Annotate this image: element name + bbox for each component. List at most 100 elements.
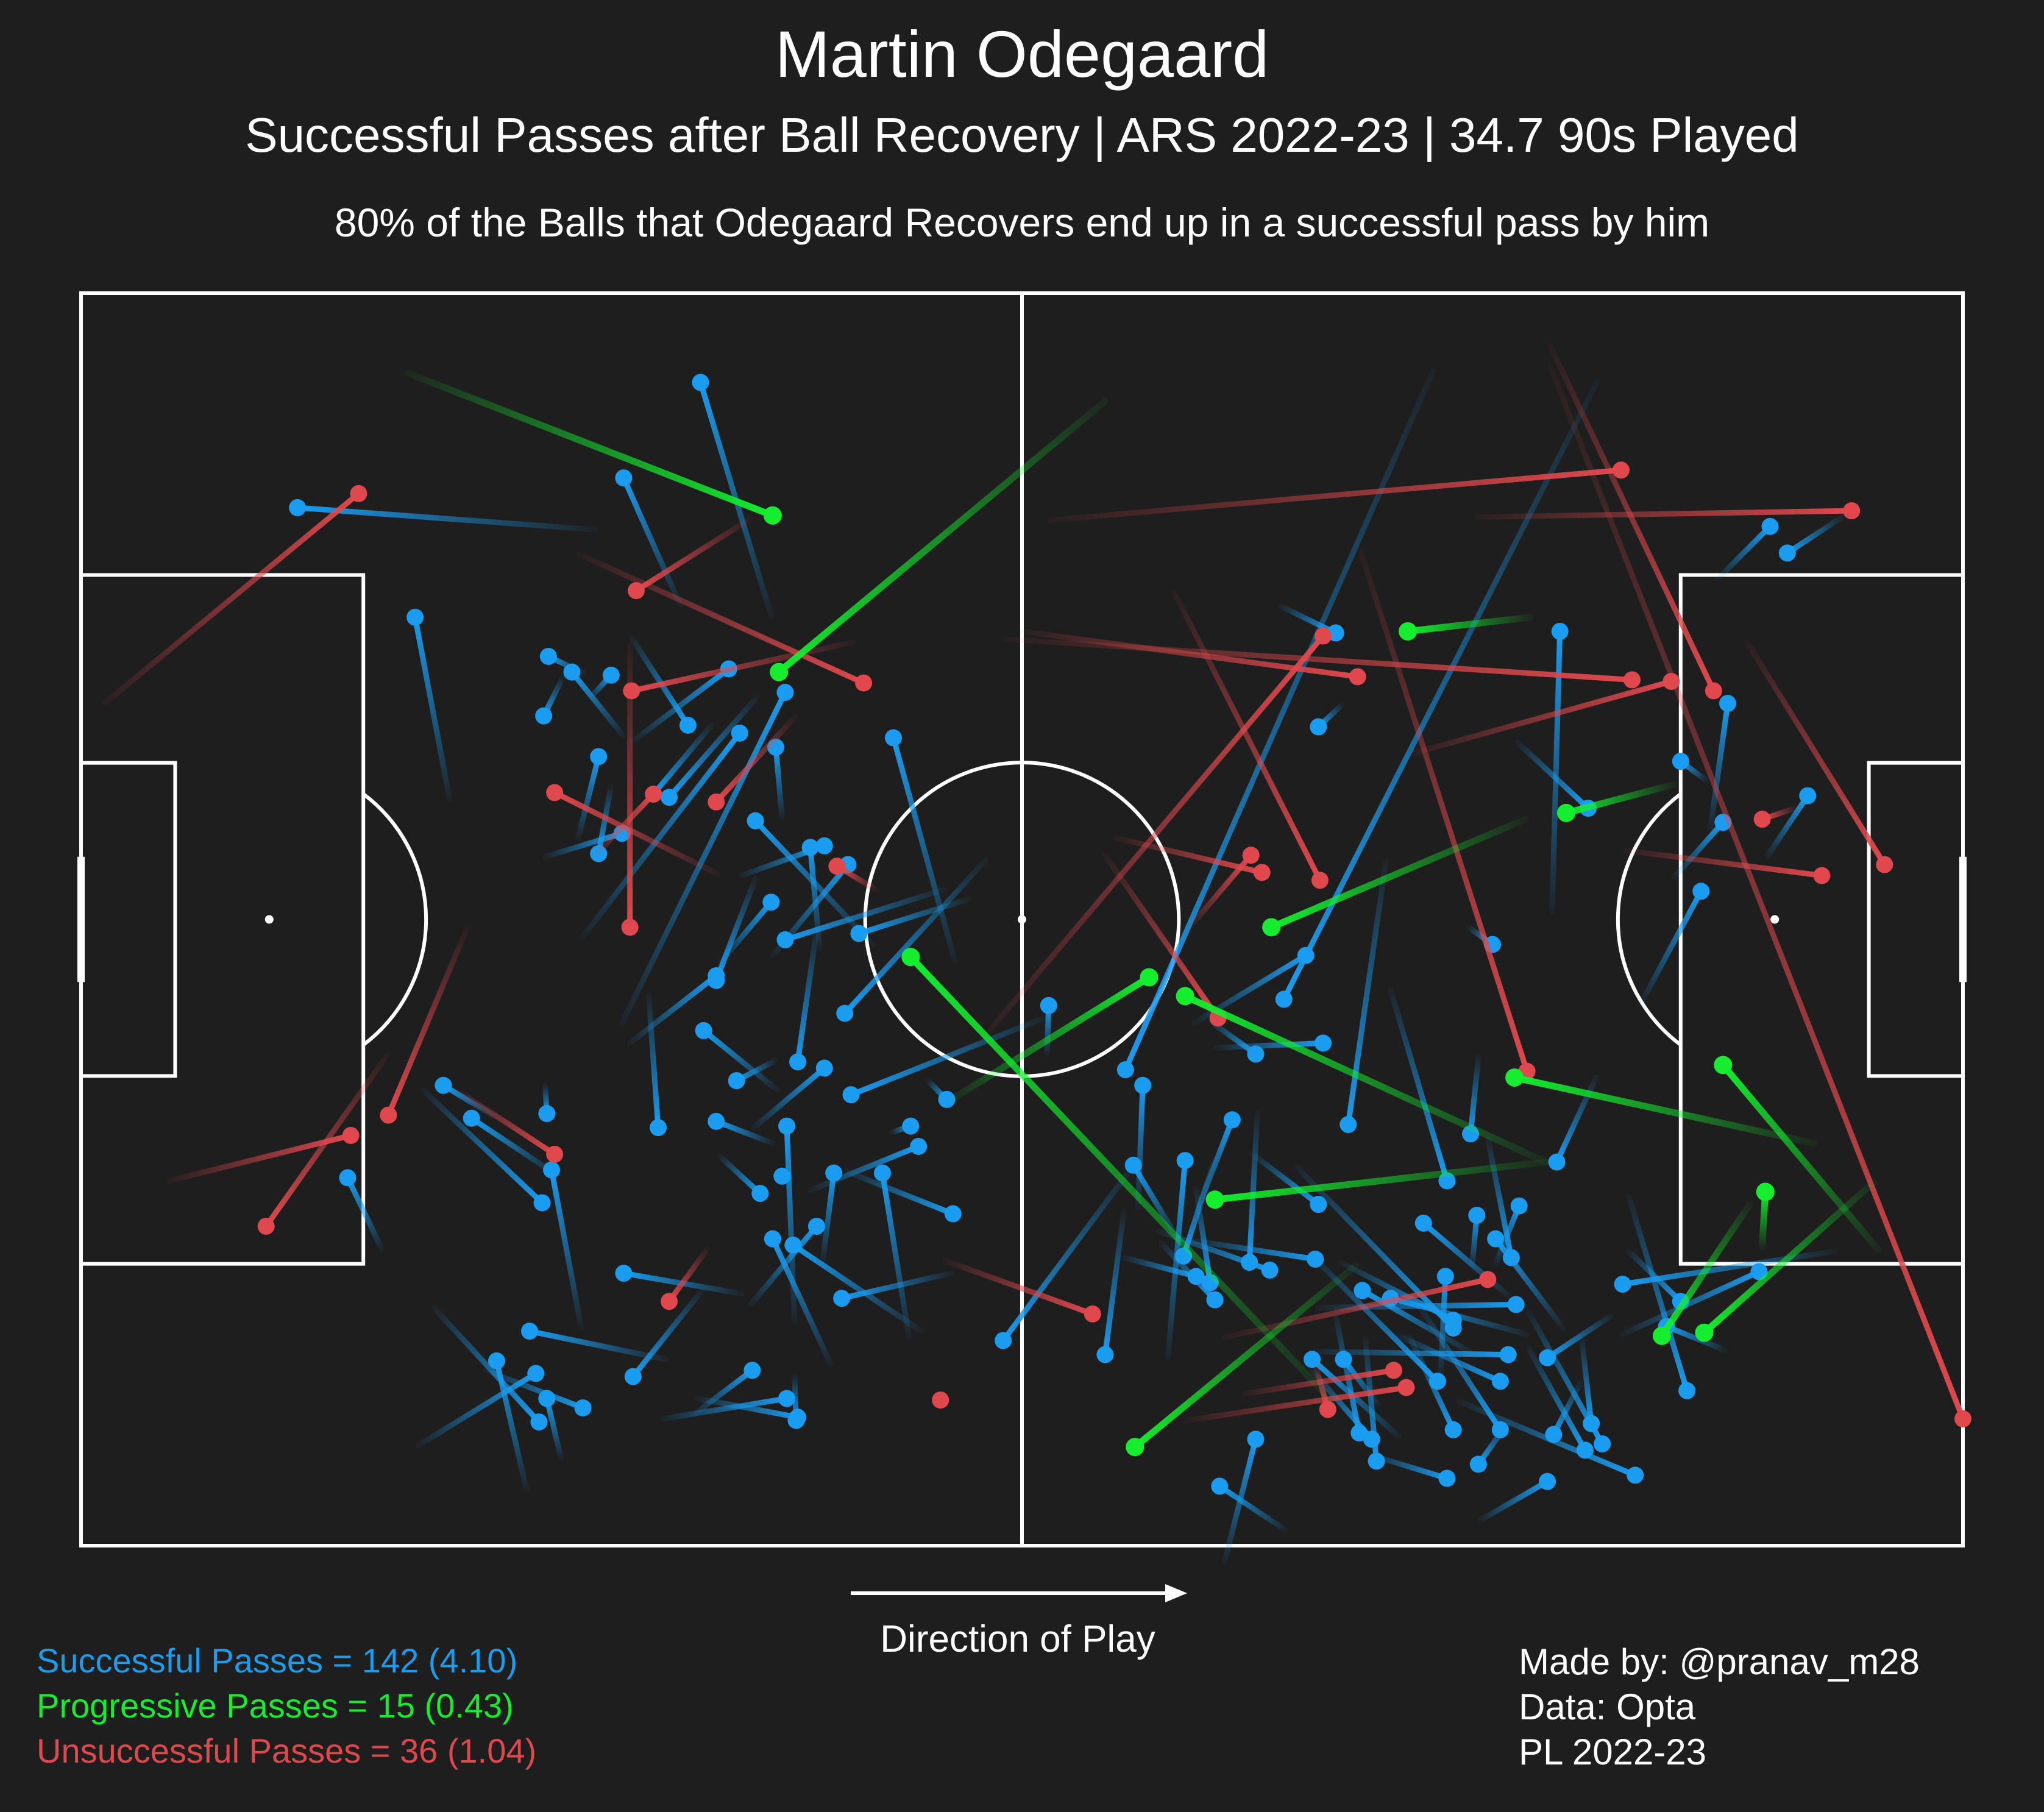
progressive-pass-end <box>1652 1326 1671 1345</box>
progressive-pass-end <box>1140 968 1159 987</box>
unsuccessful-pass <box>1547 364 1971 1427</box>
successful-pass-line <box>1221 1436 1258 1566</box>
unsuccessful-pass-line <box>1745 641 1887 868</box>
successful-pass <box>1040 997 1057 1057</box>
progressive-pass <box>1205 1159 1549 1209</box>
successful-pass-line <box>1396 1333 1503 1384</box>
successful-pass-line <box>1135 1082 1146 1210</box>
progressive-pass-end <box>763 506 782 525</box>
successful-pass-line <box>1333 1312 1362 1436</box>
unsuccessful-pass-line <box>1410 678 1674 756</box>
successful-pass-line <box>1188 1237 1318 1262</box>
successful-pass-end <box>1778 544 1796 562</box>
unsuccessful-pass <box>942 1257 1101 1323</box>
successful-pass <box>833 1270 954 1307</box>
successful-pass <box>539 647 587 677</box>
successful-pass <box>1278 603 1344 642</box>
successful-pass-end <box>590 748 608 766</box>
unsuccessful-pass-end <box>828 858 846 875</box>
successful-pass <box>1096 1207 1127 1363</box>
successful-pass <box>420 1087 551 1212</box>
successful-pass-line <box>1620 1248 1837 1287</box>
direction-of-play-label: Direction of Play <box>880 1618 1155 1660</box>
successful-pass-line <box>718 899 774 965</box>
successful-pass-line <box>807 1143 921 1193</box>
successful-pass-line <box>1477 1479 1550 1524</box>
successful-pass-line <box>1469 1212 1480 1270</box>
successful-pass <box>691 1362 761 1417</box>
progressive-pass <box>1556 781 1677 822</box>
successful-pass-end <box>944 1205 962 1223</box>
progressive-pass-end <box>1714 1056 1733 1075</box>
progressive-pass <box>1714 1056 1882 1254</box>
successful-pass <box>995 1167 1134 1349</box>
successful-pass-end <box>527 1365 545 1382</box>
unsuccessful-pass <box>1047 461 1630 523</box>
successful-pass-line <box>344 1174 385 1253</box>
successful-pass-line <box>1249 1151 1321 1207</box>
progressive-pass-line <box>1563 781 1677 817</box>
successful-pass <box>1337 1259 1462 1329</box>
successful-pass-end <box>789 1053 807 1071</box>
legend-unsuccessful: Unsuccessful Passes = 36 (1.04) <box>37 1732 537 1770</box>
successful-pass <box>661 694 760 806</box>
unsuccessful-pass <box>1358 549 1536 1080</box>
successful-pass-end <box>778 1390 795 1407</box>
successful-pass-end <box>1340 1116 1357 1134</box>
successful-pass-line <box>1345 858 1389 1128</box>
successful-pass-end <box>1134 1076 1152 1094</box>
successful-pass-line <box>784 1123 798 1325</box>
unsuccessful-pass-line <box>385 926 470 1118</box>
successful-pass-end <box>1539 1349 1556 1366</box>
successful-pass-end <box>539 647 557 665</box>
unsuccessful-pass-line <box>1547 343 1717 694</box>
successful-pass-end <box>801 839 819 856</box>
successful-pass-line <box>848 1015 1047 1098</box>
unsuccessful-pass-end <box>1084 1305 1101 1323</box>
successful-pass <box>1477 1473 1556 1524</box>
successful-pass-end <box>1315 1034 1332 1052</box>
successful-pass-end <box>1761 517 1779 535</box>
successful-pass-end <box>776 931 794 948</box>
successful-pass-end <box>289 499 307 516</box>
successful-pass-end <box>615 1265 633 1282</box>
successful-pass-end <box>463 1109 480 1127</box>
successful-pass-line <box>628 634 691 728</box>
successful-pass-end <box>776 684 794 702</box>
chart-note: 80% of the Balls that Odegaard Recovers … <box>334 200 1710 245</box>
successful-pass-end <box>1487 1230 1505 1248</box>
successful-pass-end <box>743 1362 761 1379</box>
successful-pass-line <box>748 1223 820 1307</box>
right-penalty-arc <box>1616 792 1682 1046</box>
successful-pass <box>1121 1254 1205 1285</box>
successful-pass <box>543 1161 584 1331</box>
progressive-pass-line <box>1404 614 1534 635</box>
unsuccessful-pass <box>546 784 721 877</box>
successful-pass <box>807 1137 928 1193</box>
successful-pass <box>1469 1418 1513 1473</box>
unsuccessful-pass-end <box>1753 811 1771 828</box>
successful-pass <box>535 675 566 725</box>
unsuccessful-pass <box>661 1247 710 1310</box>
successful-pass-line <box>1672 819 1726 880</box>
successful-pass <box>1525 1309 1611 1453</box>
successful-pass-line <box>1213 1040 1326 1051</box>
successful-pass-end <box>850 925 868 942</box>
successful-pass <box>767 738 785 821</box>
chart-subtitle: Successful Passes after Ball Recovery | … <box>245 108 1799 162</box>
unsuccessful-pass <box>623 639 856 700</box>
credit-author: Made by: @pranav_m28 <box>1519 1641 1920 1682</box>
successful-pass-line <box>820 1170 837 1263</box>
successful-pass-end <box>1275 990 1293 1008</box>
successful-pass <box>538 1082 556 1123</box>
successful-pass <box>1638 883 1710 1006</box>
successful-pass-end <box>1468 1206 1486 1224</box>
unsuccessful-pass <box>1185 847 1260 932</box>
successful-pass-end <box>1124 1156 1142 1174</box>
successful-pass-end <box>530 1413 548 1431</box>
successful-pass-line <box>627 973 719 1046</box>
unsuccessful-pass <box>1221 1271 1497 1340</box>
successful-pass-end <box>1692 883 1710 900</box>
successful-pass-line <box>1306 1250 1441 1384</box>
successful-pass <box>1487 1230 1566 1331</box>
